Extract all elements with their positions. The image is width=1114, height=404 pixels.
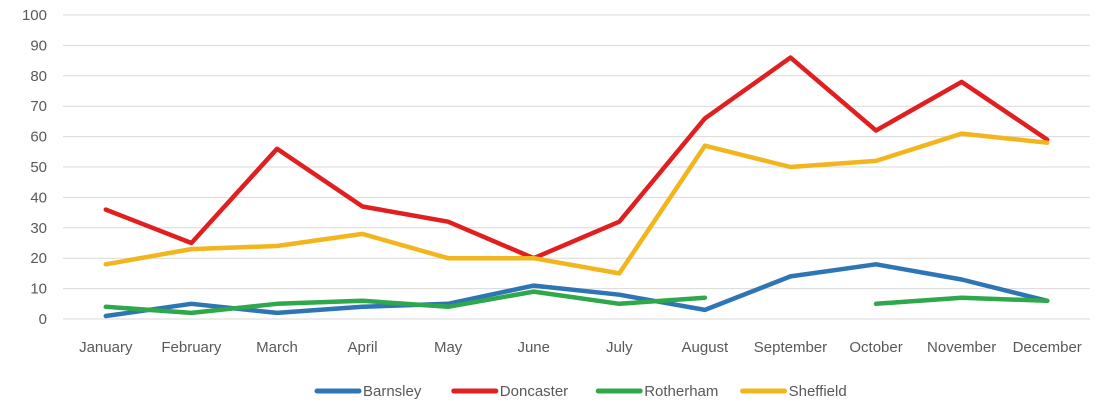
- x-tick-label: February: [161, 339, 222, 356]
- series-line-rotherham: [873, 295, 1050, 307]
- y-tick-label: 40: [30, 189, 47, 206]
- y-tick-label: 60: [30, 129, 47, 146]
- x-tick-label: December: [1013, 339, 1082, 356]
- y-axis-tick-labels: 0 10 20 30 40 50 60 70 80 90 100: [22, 7, 47, 328]
- legend-label-barnsley: Barnsley: [363, 383, 422, 400]
- y-tick-label: 80: [30, 68, 47, 85]
- y-tick-label: 50: [30, 159, 47, 176]
- x-tick-label: October: [849, 339, 902, 356]
- series-lines: [103, 55, 1050, 319]
- x-tick-label: July: [606, 339, 633, 356]
- x-tick-label: January: [79, 339, 133, 356]
- y-tick-label: 90: [30, 37, 47, 54]
- series-line-sheffield: [103, 131, 1050, 276]
- y-tick-label: 0: [39, 311, 47, 328]
- y-tick-label: 20: [30, 250, 47, 267]
- x-tick-label: May: [434, 339, 463, 356]
- x-tick-label: June: [517, 339, 550, 356]
- y-tick-label: 10: [30, 281, 47, 298]
- y-tick-label: 100: [22, 7, 47, 24]
- x-tick-label: April: [348, 339, 378, 356]
- x-tick-label: September: [754, 339, 827, 356]
- x-tick-label: November: [927, 339, 996, 356]
- series-line-barnsley: [103, 262, 1050, 319]
- y-tick-label: 70: [30, 98, 47, 115]
- legend: Barnsley Doncaster Rotherham Sheffield: [314, 383, 847, 400]
- legend-label-doncaster: Doncaster: [500, 383, 568, 400]
- legend-label-sheffield: Sheffield: [789, 383, 847, 400]
- legend-label-rotherham: Rotherham: [644, 383, 718, 400]
- gridlines: [63, 14, 1090, 320]
- x-axis-tick-labels: January February March April May June July Augu…: [79, 339, 1082, 356]
- series-line-rotherham: [103, 289, 708, 316]
- y-tick-label: 30: [30, 220, 47, 237]
- series-line-doncaster: [103, 55, 1050, 261]
- x-tick-label: March: [256, 339, 298, 356]
- x-tick-label: August: [682, 339, 730, 356]
